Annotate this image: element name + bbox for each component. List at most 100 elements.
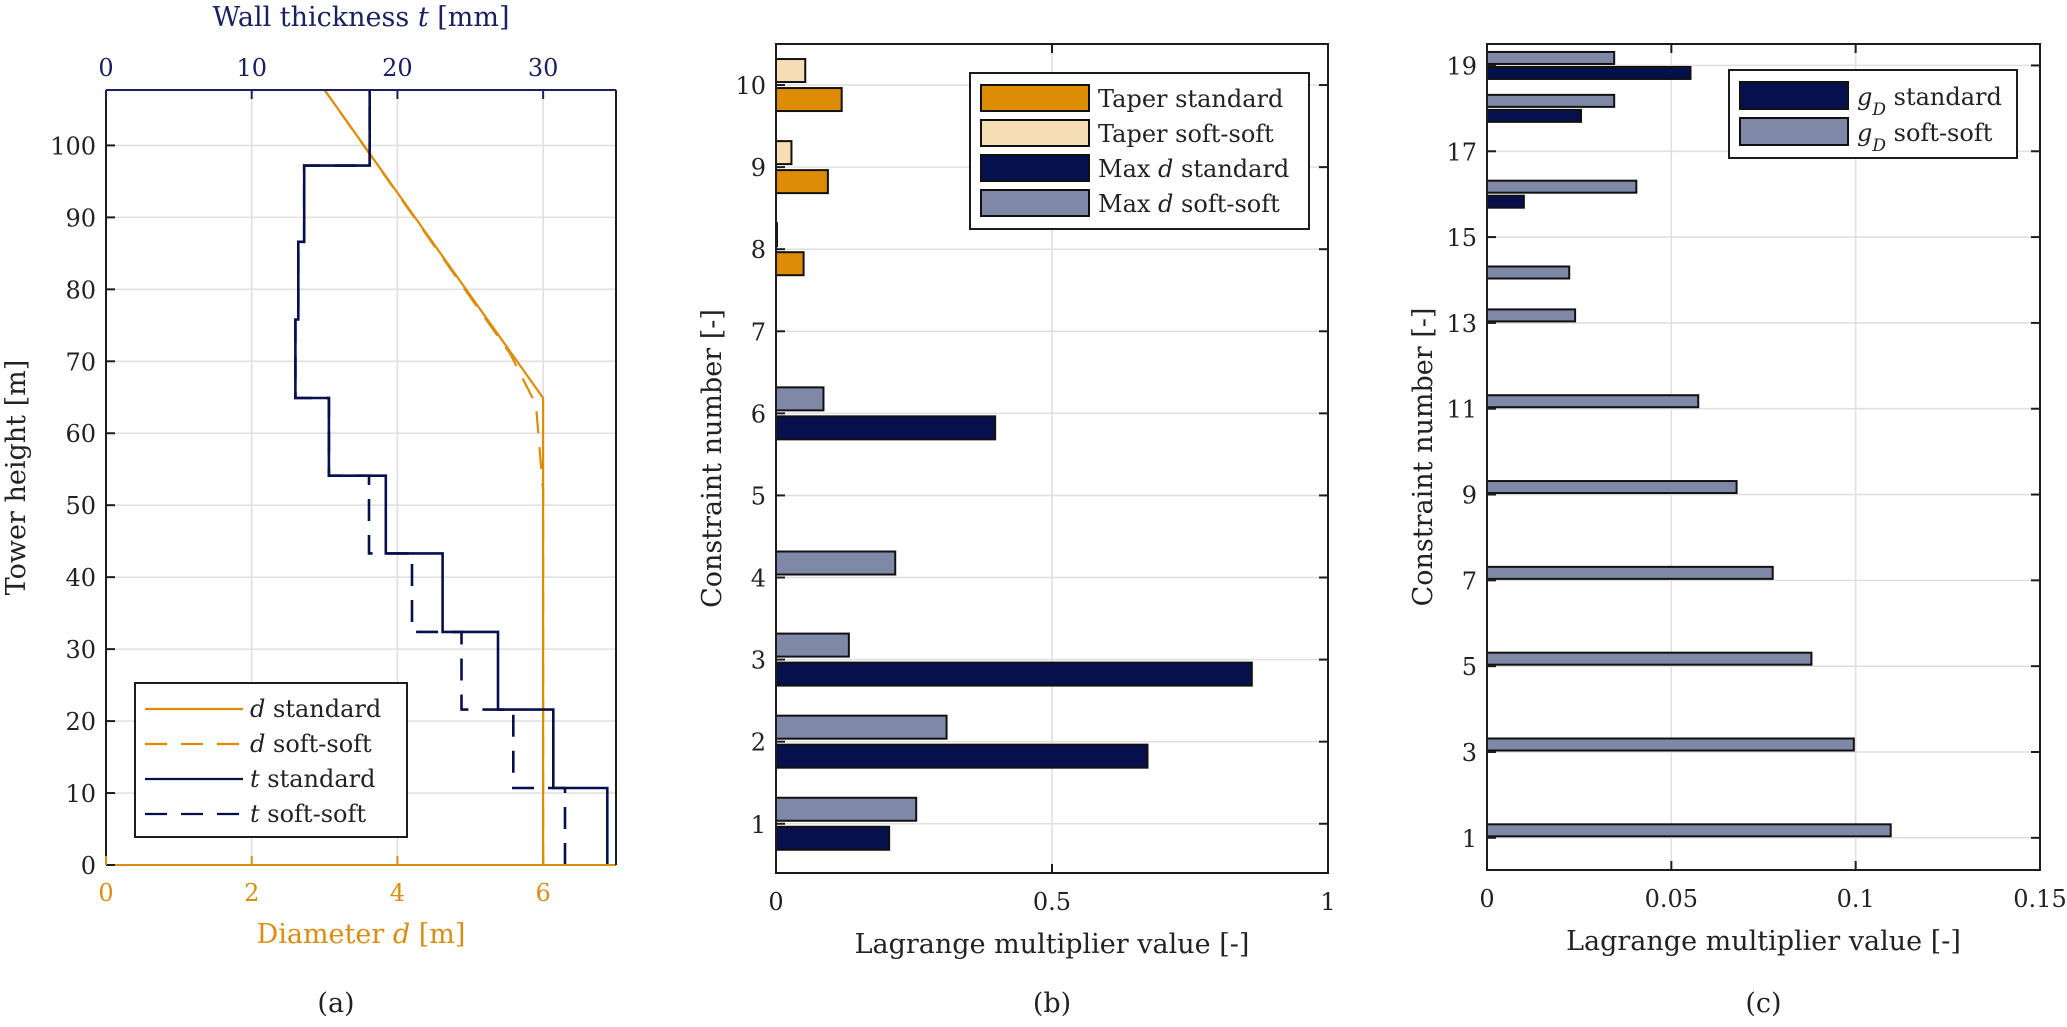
x-tick-label: 0: [1479, 885, 1494, 913]
y-tick-label: 10: [65, 780, 96, 808]
x-tick-label: 0.5: [1033, 888, 1071, 916]
legend-entry: t soft-soft: [250, 800, 366, 828]
y-tick-label: 20: [65, 708, 96, 736]
bar-3: [775, 632, 850, 658]
bar-3: [775, 661, 1253, 687]
bar-18: [1486, 108, 1583, 123]
legend-swatch: [980, 84, 1090, 112]
x-top-tick-label: 20: [382, 54, 413, 82]
y-tick-label: 3: [751, 647, 766, 675]
y-tick-label: 2: [751, 729, 766, 757]
y-axis-label: Tower height [m]: [1, 360, 32, 596]
series-line-d-soft-soft: [323, 89, 545, 865]
bar-9: [775, 169, 829, 195]
bar-13: [1486, 308, 1577, 323]
bar-11: [1486, 394, 1700, 409]
y-tick-label: 1: [751, 811, 766, 839]
panel-caption: (b): [1033, 988, 1071, 1019]
x-bottom-tick-label: 2: [244, 879, 259, 907]
bar-2: [775, 714, 948, 740]
y-tick-label: 70: [65, 348, 96, 376]
x-bottom-axis-label: Diameter d [m]: [257, 919, 466, 950]
x-tick-label: 0.15: [2013, 885, 2066, 913]
y-tick-label: 15: [1446, 224, 1477, 252]
y-tick-label: 6: [751, 400, 766, 428]
x-tick-label: 0.05: [1645, 885, 1698, 913]
legend-entry: t standard: [250, 765, 376, 793]
bar-1: [775, 796, 918, 822]
bar-6: [775, 386, 825, 412]
bar-14: [1486, 265, 1571, 280]
y-tick-label: 9: [751, 154, 766, 182]
bar-8: [775, 251, 805, 277]
x-bottom-tick-label: 6: [536, 879, 551, 907]
y-tick-label: 3: [1462, 739, 1477, 767]
bar-4: [775, 550, 897, 576]
bar-10: [775, 58, 807, 84]
bar-16: [1486, 194, 1525, 209]
y-tick-label: 8: [751, 236, 766, 264]
legend: d standard d soft-soft t standard t soft-so…: [134, 682, 408, 838]
x-top-tick-label: 30: [528, 54, 559, 82]
x-top-axis-label: Wall thickness t [mm]: [212, 2, 509, 33]
y-tick-label: 30: [65, 636, 96, 664]
plot-frame: [1486, 43, 2041, 871]
legend-swatch: [980, 119, 1090, 147]
legend-entry: d standard: [250, 695, 381, 723]
bar-7: [1486, 565, 1774, 580]
y-tick-label: 7: [751, 318, 766, 346]
y-tick-label: 80: [65, 276, 96, 304]
legend-entry: gD standard: [1857, 83, 2002, 120]
legend: Taper standard Taper soft-soft Max d stand…: [969, 72, 1310, 230]
x-tick-label: 0.1: [1837, 885, 1875, 913]
series-line-t-soft-soft: [294, 90, 567, 865]
bar-16: [1486, 179, 1638, 194]
bar-3: [1486, 737, 1855, 752]
x-bottom-tick-label: 0: [98, 879, 113, 907]
y-tick-label: 1: [1462, 825, 1477, 853]
x-tick-label: 1: [1320, 888, 1335, 916]
y-tick-label: 11: [1446, 396, 1477, 424]
legend-swatch: [980, 189, 1090, 217]
y-axis-label: Constraint number [-]: [697, 309, 728, 608]
panel-b-lagrange-bars: 1 2 3 4 5 6 7 8 9 10 0 0.5 1 Lagrange multiplier valu…: [697, 43, 1336, 1019]
bar-10: [775, 87, 843, 113]
legend-swatch: [1739, 81, 1849, 110]
bar-9: [775, 140, 793, 166]
panel-caption: (c): [1745, 988, 1781, 1019]
bar-18: [1486, 93, 1616, 108]
legend-entry: Max d soft-soft: [1098, 190, 1280, 218]
x-top-tick-label: 10: [236, 54, 267, 82]
legend-entry: d soft-soft: [250, 730, 372, 758]
y-tick-label: 7: [1462, 567, 1477, 595]
bar-1: [775, 825, 891, 851]
y-tick-label: 19: [1446, 52, 1477, 80]
bar-5: [1486, 651, 1813, 666]
x-axis-label: Lagrange multiplier value [-]: [855, 929, 1250, 960]
bar-19: [1486, 65, 1692, 80]
y-tick-label: 90: [65, 204, 96, 232]
panel-caption: (a): [317, 988, 354, 1019]
y-tick-label: 13: [1446, 310, 1477, 338]
y-tick-label: 40: [65, 564, 96, 592]
bar-19: [1486, 50, 1616, 65]
y-tick-label: 50: [65, 492, 96, 520]
x-bottom-tick-label: 4: [390, 879, 405, 907]
legend-entry: gD soft-soft: [1857, 119, 1993, 156]
y-tick-label: 5: [1462, 653, 1477, 681]
legend-entry: Max d standard: [1098, 155, 1289, 183]
x-tick-label: 0: [768, 888, 783, 916]
y-tick-label: 17: [1446, 138, 1477, 166]
legend-swatch: [1739, 117, 1849, 146]
y-tick-label: 10: [735, 72, 766, 100]
bar-1: [1486, 823, 1892, 838]
y-tick-label: 4: [751, 565, 766, 593]
legend-entry: Taper soft-soft: [1098, 120, 1274, 148]
y-tick-label: 5: [751, 482, 766, 510]
y-axis-label: Constraint number [-]: [1408, 308, 1439, 607]
legend-entry: Taper standard: [1098, 85, 1283, 113]
